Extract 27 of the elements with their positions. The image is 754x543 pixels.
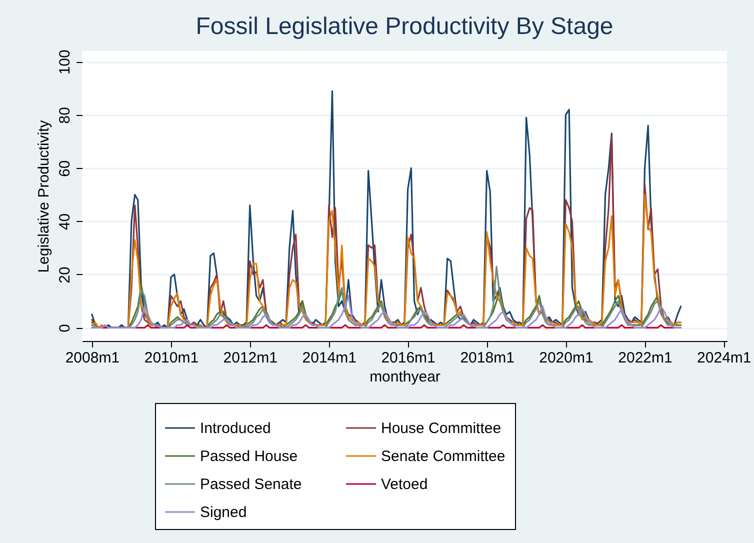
y-tick-label: 40: [56, 213, 74, 230]
x-tick-label: 2022m1: [618, 350, 672, 366]
legend-label: Senate Committee: [381, 448, 506, 465]
x-tick-label: 2008m1: [65, 350, 120, 366]
chart-title: Fossil Legislative Productivity By Stage: [196, 13, 614, 40]
x-tick-label: 2024m1: [697, 350, 752, 366]
legend-label: Passed House: [200, 448, 298, 465]
legend-label: House Committee: [381, 420, 502, 437]
y-tick-label: 20: [56, 266, 74, 284]
y-tick-label: 60: [56, 160, 74, 177]
legend-label: Passed Senate: [200, 476, 302, 493]
x-tick-label: 2018m1: [460, 350, 514, 366]
x-axis-title: monthyear: [370, 368, 440, 386]
y-tick-label: 100: [56, 50, 74, 75]
x-tick-label: 2020m1: [539, 350, 594, 366]
x-tick-label: 2010m1: [144, 350, 199, 366]
x-tick-label: 2014m1: [302, 350, 356, 366]
legend-label: Vetoed: [381, 476, 428, 493]
y-tick-label: 0: [56, 324, 74, 332]
x-tick-label: 2012m1: [223, 350, 278, 366]
y-axis-title: Legislative Productivity: [36, 120, 52, 273]
y-tick-label: 80: [56, 107, 74, 124]
line-series: [91, 294, 682, 328]
legend-label: Introduced: [200, 420, 271, 437]
legend-label: Signed: [200, 504, 247, 521]
x-tick-label: 2016m1: [381, 350, 436, 366]
line-series: [91, 194, 682, 328]
